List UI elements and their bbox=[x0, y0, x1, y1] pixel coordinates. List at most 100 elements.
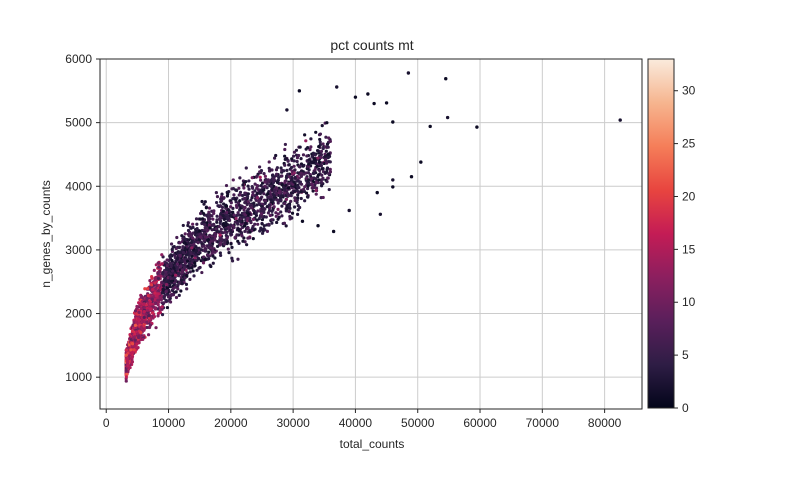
scatter-point bbox=[227, 251, 231, 255]
scatter-point bbox=[242, 224, 247, 228]
x-tick-label: 40000 bbox=[339, 416, 373, 430]
scatter-point bbox=[262, 188, 266, 192]
scatter-point bbox=[137, 310, 141, 314]
scatter-point bbox=[328, 139, 332, 143]
scatter-point bbox=[274, 214, 278, 218]
scatter-point bbox=[234, 216, 238, 221]
scatter-point bbox=[321, 146, 325, 151]
scatter-point bbox=[184, 257, 188, 261]
scatter-point bbox=[211, 239, 215, 243]
scatter-point bbox=[253, 222, 257, 226]
scatter-point bbox=[255, 174, 259, 178]
scatter-point bbox=[288, 214, 292, 219]
scatter-point bbox=[242, 186, 246, 190]
scatter-point bbox=[325, 161, 329, 165]
scatter-point bbox=[202, 231, 206, 235]
scatter-point bbox=[325, 142, 330, 146]
scatter-point bbox=[215, 218, 219, 222]
scatter-point bbox=[136, 327, 140, 331]
scatter-point bbox=[125, 372, 129, 376]
scatter-point bbox=[296, 208, 300, 212]
scatter-point bbox=[169, 263, 173, 267]
scatter-point bbox=[191, 236, 195, 240]
scatter-point bbox=[131, 326, 136, 330]
scatter-point bbox=[174, 246, 178, 251]
scatter-point bbox=[223, 224, 228, 228]
scatter-point bbox=[142, 324, 146, 328]
scatter-point bbox=[192, 240, 196, 244]
plot-area bbox=[100, 59, 642, 409]
scatter-point bbox=[290, 211, 295, 215]
scatter-point bbox=[209, 246, 213, 250]
scatter-point bbox=[293, 196, 297, 200]
scatter-point bbox=[255, 203, 259, 207]
scatter-point bbox=[293, 198, 297, 203]
scatter-point bbox=[160, 253, 164, 257]
colorbar-tick-label: 0 bbox=[682, 401, 689, 415]
scatter-point bbox=[207, 238, 211, 242]
scatter-point bbox=[231, 206, 235, 210]
scatter-point bbox=[145, 296, 149, 301]
scatter-point bbox=[272, 205, 276, 209]
scatter-point bbox=[286, 192, 290, 196]
scatter-point bbox=[193, 263, 197, 268]
scatter-point bbox=[205, 229, 209, 233]
scatter-point bbox=[318, 137, 322, 142]
scatter-point bbox=[130, 329, 135, 333]
scatter-point bbox=[307, 178, 311, 182]
scatter-point bbox=[282, 186, 286, 190]
scatter-point bbox=[283, 181, 287, 185]
scatter-point bbox=[171, 269, 175, 273]
scatter-point bbox=[131, 342, 135, 346]
scatter-point bbox=[199, 248, 204, 252]
scatter-point bbox=[226, 215, 230, 220]
scatter-point bbox=[321, 195, 325, 200]
scatter-point bbox=[191, 269, 195, 273]
scatter-point bbox=[299, 162, 304, 166]
scatter-point bbox=[323, 155, 327, 159]
scatter-point bbox=[181, 250, 186, 255]
scatter-point bbox=[226, 208, 231, 212]
scatter-point bbox=[288, 206, 292, 210]
scatter-point bbox=[283, 142, 287, 147]
scatter-point bbox=[265, 229, 270, 233]
y-tick-label: 5000 bbox=[65, 116, 92, 130]
scatter-point bbox=[172, 244, 176, 249]
scatter-point bbox=[251, 190, 255, 194]
y-tick-label: 4000 bbox=[65, 179, 92, 193]
scatter-point bbox=[161, 287, 165, 292]
scatter-point bbox=[135, 342, 139, 346]
scatter-point bbox=[270, 221, 274, 225]
scatter-point bbox=[328, 167, 332, 171]
scatter-point bbox=[213, 250, 217, 254]
scatter-point bbox=[285, 204, 289, 208]
scatter-point bbox=[125, 357, 129, 361]
scatter-point bbox=[178, 241, 182, 245]
scatter-point bbox=[289, 191, 293, 195]
scatter-point bbox=[255, 196, 260, 200]
scatter-point bbox=[204, 206, 208, 210]
scatter-point bbox=[169, 294, 173, 298]
scatter-point bbox=[262, 210, 266, 214]
scatter-point bbox=[249, 205, 254, 210]
scatter-point bbox=[266, 211, 270, 215]
y-tick-label: 3000 bbox=[65, 243, 92, 257]
scatter-point bbox=[233, 236, 237, 240]
scatter-point bbox=[279, 210, 283, 214]
scatter-point bbox=[157, 265, 161, 269]
scatter-point bbox=[296, 193, 300, 197]
scatter-point bbox=[180, 268, 184, 272]
scatter-point bbox=[287, 175, 291, 179]
scatter-point bbox=[155, 284, 159, 288]
scatter-point bbox=[158, 311, 163, 315]
scatter-point bbox=[183, 260, 187, 264]
scatter-point bbox=[283, 157, 287, 162]
scatter-point bbox=[210, 236, 214, 241]
scatter-point bbox=[261, 206, 266, 210]
scatter-point bbox=[283, 154, 287, 158]
scatter-point bbox=[235, 188, 239, 193]
scatter-point bbox=[266, 192, 270, 196]
scatter-point bbox=[133, 309, 138, 313]
scatter-point bbox=[238, 219, 242, 223]
scatter-point bbox=[203, 257, 207, 262]
